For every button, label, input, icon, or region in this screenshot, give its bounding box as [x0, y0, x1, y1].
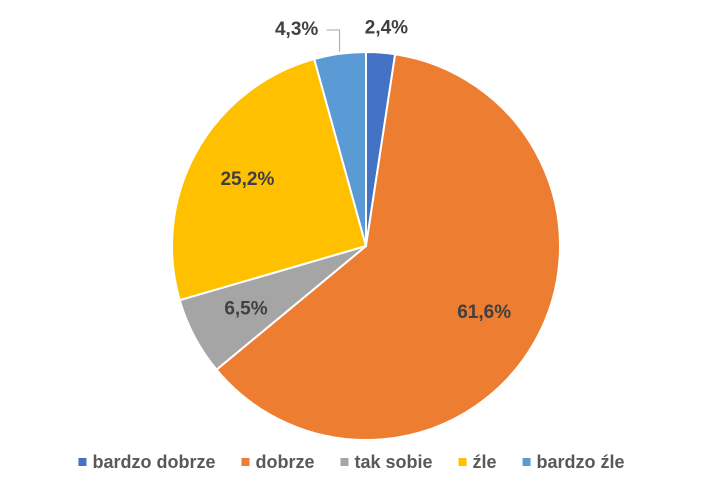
data-label: 4,3% — [275, 19, 318, 40]
data-label: 2,4% — [365, 18, 408, 39]
legend-marker — [241, 458, 250, 466]
pie-slice — [312, 50, 367, 247]
legend-marker — [522, 458, 531, 466]
legend-marker — [458, 458, 467, 466]
leader-line — [326, 29, 341, 52]
legend-label: tak sobie — [354, 452, 432, 472]
data-label: 6,5% — [224, 299, 267, 320]
pie-slice — [171, 57, 368, 302]
data-label: 25,2% — [220, 169, 274, 190]
legend-label: bardzo dobrze — [92, 452, 215, 472]
data-label: 61,6% — [457, 302, 511, 323]
legend-label: dobrze — [255, 452, 314, 472]
legend-marker — [340, 458, 349, 466]
legend-label: bardzo źle — [537, 452, 625, 472]
legend-label: źle — [473, 452, 497, 472]
legend-marker — [78, 458, 87, 466]
pie-slice — [215, 53, 561, 441]
